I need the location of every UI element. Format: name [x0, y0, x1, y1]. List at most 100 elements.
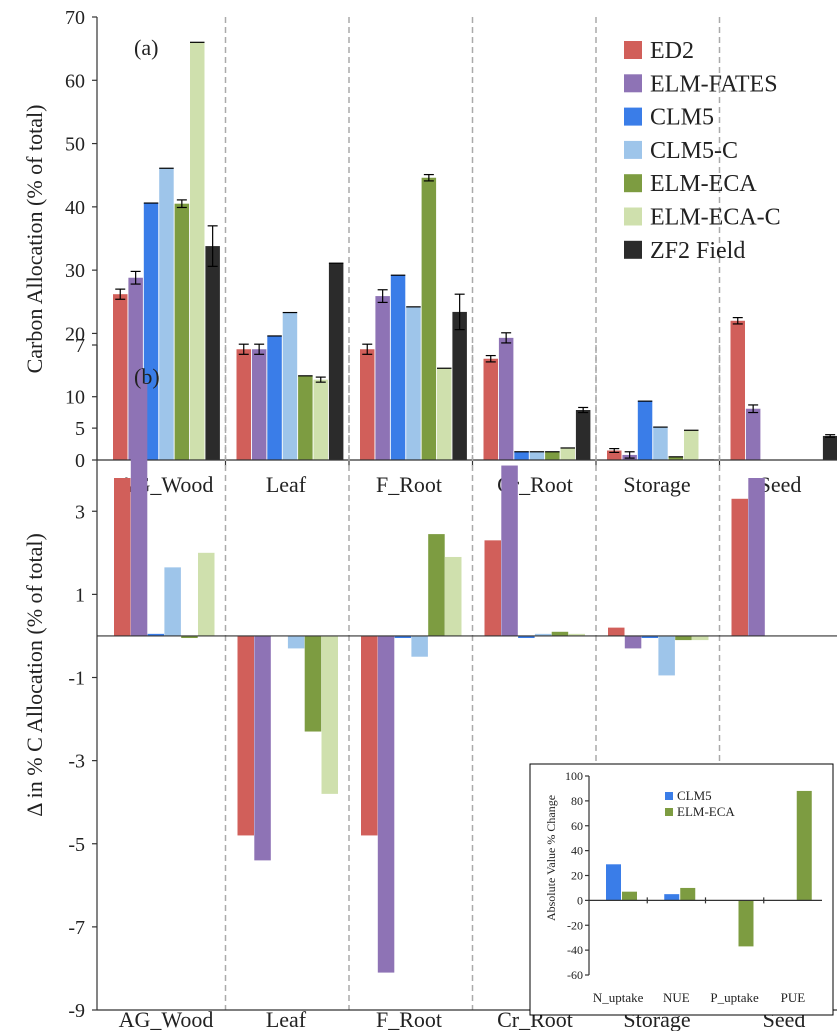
panel-b-label: (b) [134, 364, 160, 389]
inset-legend-swatch-elm-eca [665, 808, 673, 816]
bar-a-clm5-leaf [267, 335, 282, 460]
error-bar-elm-eca-c-leaf [315, 376, 326, 383]
error-bar-elm-fates-seed [748, 404, 759, 414]
y-tick-label-inset-40: 40 [571, 844, 583, 858]
inset-bars [606, 790, 812, 947]
bar-b-elm-fates-leaf [254, 635, 271, 861]
bar-a-clm5-c-leaf [282, 312, 298, 460]
legend-label-ed2: ED2 [650, 38, 694, 64]
bar-a-ed2-seed [730, 320, 745, 460]
bar-a-elm-eca-storage [668, 456, 684, 460]
bar-b-elm-eca-c-storage [692, 635, 709, 641]
bar-a-zf2-field-cr-root [575, 410, 591, 460]
bar-a-clm5-storage [637, 401, 653, 460]
bar-b-clm5-c-storage [658, 635, 675, 676]
bar-a-zf2-field-ag-wood [205, 246, 220, 460]
legend-item-elm-eca-c: ELM-ECA-C [624, 205, 781, 231]
legend-swatch-clm5-c [624, 140, 642, 159]
error-bar-elm-eca-f-root [423, 173, 434, 182]
error-bar-ed2-cr-root [485, 354, 496, 363]
inset-axes: -60 -40 -20 0 20 40 60 80 100 N_uptake NUE P_uptake… [565, 769, 822, 1005]
y-tick-label-a-20: 20 [65, 323, 85, 345]
legend-label-clm5: CLM5 [650, 105, 714, 131]
y-tick-label-b--5: -5 [68, 834, 85, 856]
panel-a-ylabel: Carbon Allocation (% of total) [22, 105, 47, 374]
bar-inset-elm-eca-nue [680, 887, 696, 901]
bar-b-elm-eca-c-ag-wood [198, 552, 215, 636]
legend-label-clm5-c: CLM5-C [650, 138, 738, 164]
bar-b-elm-eca-f-root [428, 534, 445, 636]
bar-a-elm-fates-f-root [375, 296, 390, 460]
bar-a-elm-fates-cr-root [498, 337, 514, 460]
legend-item-zf2-field: ZF2 Field [624, 238, 745, 264]
inset-ylabel: Absolute Value % Change [544, 795, 558, 921]
legend-item-clm5-c: CLM5-C [624, 138, 738, 164]
y-tick-label-inset-100: 100 [565, 769, 583, 783]
bar-b-ed2-ag-wood [114, 478, 131, 636]
y-tick-label-b--7: -7 [68, 917, 85, 939]
y-tick-label-a-40: 40 [65, 197, 85, 219]
legend-swatch-clm5 [624, 107, 642, 126]
y-tick-label-b-1: 1 [75, 584, 85, 606]
y-tick-label-inset-80: 80 [571, 794, 583, 808]
bar-b-clm5-c-f-root [411, 635, 428, 657]
y-tick-label-b--1: -1 [68, 668, 85, 690]
inset-legend-item-clm5: CLM5 [665, 788, 712, 803]
error-bar-elm-fates-f-root [377, 289, 388, 304]
bar-inset-elm-eca-pue [796, 790, 812, 901]
error-bar-zf2-field-seed [825, 434, 836, 438]
bar-b-clm5-cr-root [518, 635, 535, 639]
y-tick-label-a-10: 10 [65, 387, 85, 409]
inset-legend-swatch-clm5 [665, 792, 673, 800]
error-bar-elm-fates-cr-root [501, 332, 512, 344]
bar-a-ed2-storage [607, 450, 622, 460]
y-tick-label-inset--60: -60 [567, 968, 583, 982]
y-tick-label-a-70: 70 [65, 7, 85, 29]
bar-a-clm5-f-root [390, 275, 406, 460]
bar-b-elm-fates-ag-wood [130, 382, 148, 636]
error-bar-zf2-field-cr-root [578, 406, 589, 414]
bar-a-ed2-f-root [360, 349, 375, 460]
error-bar-ed2-storage [609, 448, 620, 454]
inset-legend-label-clm5: CLM5 [677, 788, 712, 803]
bar-a-elm-eca-c-cr-root [560, 447, 575, 460]
bar-a-elm-eca-f-root [421, 177, 437, 460]
bar-b-clm5-ag-wood [147, 633, 165, 636]
legend-swatch-elm-eca [624, 174, 642, 193]
bar-b-clm5-f-root [394, 635, 412, 639]
y-tick-label-b--3: -3 [68, 751, 85, 773]
y-tick-label-a-0: 0 [75, 450, 85, 472]
x-tick-label-a-storage: Storage [623, 472, 690, 497]
bar-b-ed2-storage [608, 627, 625, 636]
x-tick-label-b-ag-wood: AG_Wood [119, 1007, 214, 1031]
panel-b-bars [114, 382, 765, 973]
x-tick-label-inset-pue: PUE [781, 990, 806, 1005]
bar-b-ed2-cr-root [484, 540, 501, 636]
bar-b-elm-fates-f-root [377, 635, 395, 973]
x-tick-label-b-f-root: F_Root [376, 1007, 442, 1031]
inset-legend-item-elm-eca: ELM-ECA [665, 804, 735, 819]
bar-a-clm5-c-storage [653, 427, 668, 460]
x-tick-label-inset-nue: NUE [663, 990, 690, 1005]
panel-a-label: (a) [134, 35, 158, 60]
y-tick-label-b-3: 3 [75, 501, 85, 523]
bar-b-elm-eca-c-cr-root [568, 633, 585, 636]
y-tick-label-b-5: 5 [75, 418, 85, 440]
legend-item-clm5: CLM5 [624, 105, 714, 131]
error-bar-zf2-field-ag-wood [207, 225, 218, 267]
error-bar-ed2-ag-wood [115, 288, 126, 300]
legend-label-elm-eca: ELM-ECA [650, 171, 757, 197]
x-tick-label-a-leaf: Leaf [266, 472, 307, 497]
legend-swatch-zf2-field [624, 240, 642, 259]
inset-legend-label-elm-eca: ELM-ECA [677, 804, 735, 819]
bar-a-zf2-field-f-root [452, 311, 467, 460]
legend-item-elm-eca: ELM-ECA [624, 171, 757, 197]
y-tick-label-a-50: 50 [65, 134, 85, 156]
y-tick-label-a-60: 60 [65, 70, 85, 92]
bar-b-elm-eca-leaf [304, 635, 322, 732]
